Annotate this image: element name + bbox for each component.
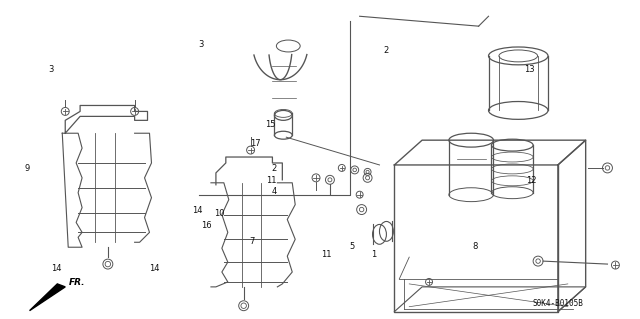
Polygon shape: [29, 284, 65, 311]
Text: 16: 16: [202, 221, 212, 230]
Text: 4: 4: [271, 187, 277, 196]
Text: S0K4-B0105B: S0K4-B0105B: [532, 299, 583, 308]
Text: 14: 14: [192, 206, 203, 215]
Text: 15: 15: [265, 120, 276, 129]
Text: 17: 17: [250, 139, 261, 148]
Text: 11: 11: [266, 175, 277, 185]
Text: 13: 13: [524, 65, 535, 74]
Text: 14: 14: [148, 264, 159, 273]
Text: 9: 9: [24, 165, 29, 174]
Text: 11: 11: [321, 250, 332, 259]
Text: 3: 3: [198, 40, 204, 48]
Text: 2: 2: [383, 46, 388, 55]
Text: 10: 10: [214, 209, 225, 218]
Text: 14: 14: [51, 264, 61, 273]
Text: 2: 2: [271, 165, 277, 174]
Text: 7: 7: [249, 237, 254, 246]
Text: FR.: FR.: [69, 278, 86, 287]
Text: 3: 3: [49, 65, 54, 74]
Text: 12: 12: [526, 175, 537, 185]
Text: 5: 5: [349, 242, 355, 251]
Text: 1: 1: [371, 250, 376, 259]
Text: 8: 8: [472, 242, 477, 251]
